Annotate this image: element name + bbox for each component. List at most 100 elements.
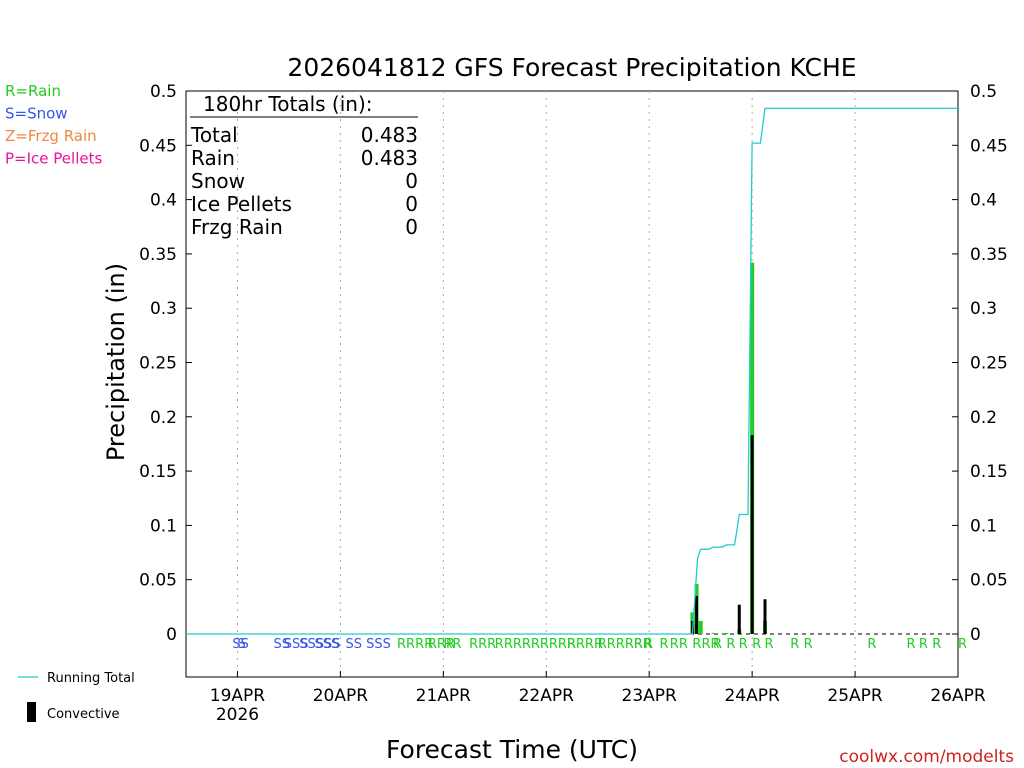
ptype-marker: SS bbox=[273, 637, 290, 652]
ptype-legend: R=Rain S=Snow Z=Frzg Rain P=Ice Pellets bbox=[5, 82, 102, 168]
totals-value: 0 bbox=[405, 192, 418, 216]
ptype-marker: R bbox=[867, 637, 876, 652]
plot-frame bbox=[185, 90, 959, 678]
ptype-marker: RRR bbox=[469, 637, 496, 652]
y-axis-right: 0 0.05 0.1 0.15 0.2 0.25 0.3 0.35 0.4 0.45 0.5 bbox=[952, 82, 1008, 645]
totals-box: 180hr Totals (in): Total 0.483 Rain 0.483 Sn… bbox=[190, 92, 418, 239]
ptype-marker: R bbox=[958, 637, 967, 652]
totals-label: Rain bbox=[191, 146, 235, 170]
convective-bar bbox=[750, 435, 754, 634]
totals-value: 0 bbox=[405, 215, 418, 239]
precip-bar bbox=[711, 632, 716, 634]
y-tick-label-left: 0.1 bbox=[150, 516, 177, 536]
legend-convective-label: Convective bbox=[47, 707, 120, 722]
ptype-marker: RRRR bbox=[495, 637, 531, 652]
convective-bar bbox=[763, 599, 767, 634]
totals-label: Ice Pellets bbox=[191, 192, 292, 216]
totals-value: 0.483 bbox=[361, 146, 418, 170]
ptype-marker: R bbox=[752, 637, 761, 652]
ptype-marker: SSS bbox=[315, 637, 340, 652]
convective-bars bbox=[690, 435, 767, 634]
ptype-marker: RR bbox=[443, 637, 461, 652]
y-tick-label-left: 0.05 bbox=[139, 571, 177, 591]
x-tick-year: 2026 bbox=[216, 705, 259, 725]
precip-bar bbox=[698, 620, 703, 634]
ptype-marker: SSS bbox=[284, 637, 309, 652]
ptype-marker: R bbox=[932, 637, 941, 652]
convective-bar bbox=[695, 595, 699, 634]
ptype-marker: SS bbox=[232, 637, 249, 652]
ptype-marker: RRRR bbox=[567, 637, 603, 652]
convective-bar bbox=[737, 604, 741, 634]
chart-title: 2026041812 GFS Forecast Precipitation KC… bbox=[287, 53, 856, 82]
y-tick-label-left: 0.15 bbox=[139, 462, 177, 482]
legend-ptype-2: Z=Frzg Rain bbox=[5, 127, 97, 145]
x-tick-label: 22APR bbox=[519, 686, 575, 706]
y-tick-label-right: 0.2 bbox=[970, 408, 997, 428]
totals-label: Snow bbox=[191, 169, 245, 193]
y-tick-label-left: 0.5 bbox=[150, 82, 177, 102]
y-tick-label-left: 0.45 bbox=[139, 136, 177, 156]
day-gridlines bbox=[236, 91, 856, 677]
ptype-marker: R bbox=[659, 637, 668, 652]
y-axis-label: Precipitation (in) bbox=[102, 263, 130, 461]
ptype-marker: R bbox=[713, 637, 722, 652]
y-tick-label-right: 0.1 bbox=[970, 516, 997, 536]
ptype-marker: R bbox=[644, 637, 653, 652]
totals-value: 0 bbox=[405, 169, 418, 193]
ptype-marker: R bbox=[907, 637, 916, 652]
legend-running-total-label: Running Total bbox=[47, 671, 135, 686]
y-tick-label-left: 0.35 bbox=[139, 245, 177, 265]
y-tick-label-left: 0.3 bbox=[150, 299, 177, 319]
ptype-marker: R bbox=[790, 637, 799, 652]
y-tick-label-right: 0.45 bbox=[970, 136, 1008, 156]
running-total-line bbox=[186, 107, 958, 635]
y-tick-label-left: 0 bbox=[166, 625, 177, 645]
y-axis-left: 0 0.05 0.1 0.15 0.2 0.25 0.3 0.35 0.4 0.45 0.5 bbox=[139, 82, 192, 645]
credit-link[interactable]: coolwx.com/modelts bbox=[839, 747, 1014, 767]
legend-convective-swatch bbox=[27, 702, 36, 722]
y-tick-label-left: 0.4 bbox=[150, 191, 177, 211]
x-axis-label: Forecast Time (UTC) bbox=[386, 735, 638, 764]
precip-bars bbox=[690, 262, 767, 634]
ptype-marker: RRR bbox=[428, 637, 455, 652]
ptype-marker: RRRRR bbox=[598, 637, 643, 652]
ptype-marker: RR bbox=[670, 637, 688, 652]
totals-label: Total bbox=[190, 123, 238, 147]
ptype-marker: R bbox=[739, 637, 748, 652]
ptype-marker: RRRR bbox=[397, 637, 433, 652]
x-tick-label: 26APR bbox=[930, 686, 986, 706]
y-tick-label-right: 0.35 bbox=[970, 245, 1008, 265]
totals-header: 180hr Totals (in): bbox=[203, 92, 373, 116]
series-legend: Running Total Convective bbox=[18, 671, 135, 722]
x-tick-label: 24APR bbox=[724, 686, 780, 706]
ptype-marker: SSSSS bbox=[299, 637, 340, 652]
y-tick-label-right: 0.05 bbox=[970, 571, 1008, 591]
ptype-marker: SS bbox=[346, 637, 363, 652]
y-tick-label-left: 0.2 bbox=[150, 408, 177, 428]
ptype-marker: RRRRR bbox=[531, 637, 576, 652]
x-tick-label: 21APR bbox=[416, 686, 472, 706]
totals-rows: Total 0.483 Rain 0.483 Snow 0 Ice Pellets 0 Frzg… bbox=[190, 123, 418, 239]
legend-ptype-3: P=Ice Pellets bbox=[5, 150, 102, 168]
x-tick-label: 19APR bbox=[210, 686, 266, 706]
x-tick-label: 23APR bbox=[622, 686, 678, 706]
x-tick-label: 25APR bbox=[827, 686, 883, 706]
ptype-marker: RRR bbox=[692, 637, 719, 652]
ptype-marker: R bbox=[764, 637, 773, 652]
y-tick-label-right: 0 bbox=[970, 625, 981, 645]
legend-ptype-0: R=Rain bbox=[5, 82, 61, 100]
ptype-marker: R bbox=[919, 637, 928, 652]
ptype-marker: S bbox=[237, 637, 245, 652]
y-tick-label-right: 0.3 bbox=[970, 299, 997, 319]
ptype-marker: R bbox=[804, 637, 813, 652]
y-tick-label-right: 0.15 bbox=[970, 462, 1008, 482]
y-tick-label-right: 0.25 bbox=[970, 354, 1008, 374]
totals-value: 0.483 bbox=[361, 123, 418, 147]
precip-bar bbox=[724, 632, 729, 634]
legend-ptype-1: S=Snow bbox=[5, 105, 68, 123]
ptype-marker: R bbox=[726, 637, 735, 652]
